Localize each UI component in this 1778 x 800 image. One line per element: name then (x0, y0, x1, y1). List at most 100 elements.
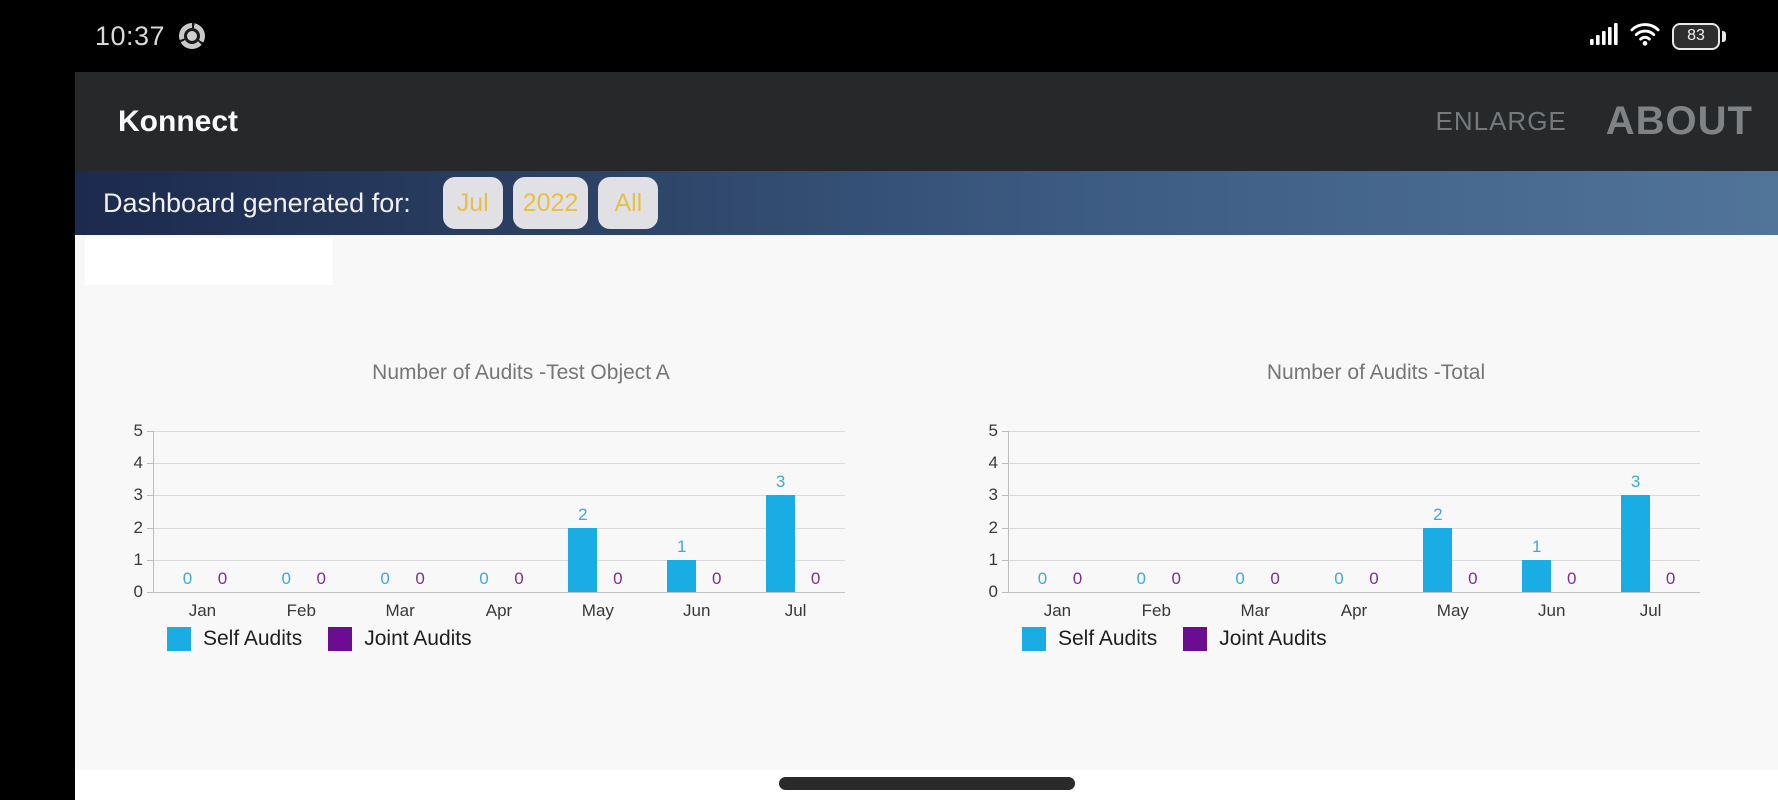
gridline (153, 463, 845, 465)
bar-value-label: 2 (1433, 504, 1443, 524)
x-axis-category-label: Apr (1340, 601, 1368, 620)
axis-tick (147, 559, 153, 561)
cellular-signal-icon (1590, 22, 1618, 50)
month-filter-button[interactable]: Jul (442, 177, 503, 229)
gridline (153, 527, 845, 529)
bar-self-audits (766, 495, 796, 592)
legend-item: Joint Audits (1183, 627, 1327, 651)
y-axis-tick-label: 5 (988, 421, 998, 440)
legend-swatch-icon (328, 627, 353, 651)
legend-label: Joint Audits (1219, 627, 1327, 650)
bar-value-label: 2 (578, 504, 588, 524)
x-axis-category-label: Mar (1240, 601, 1270, 620)
gridline (153, 559, 845, 561)
bar-self-audits (1423, 527, 1453, 592)
bar-value-label: 1 (676, 536, 687, 556)
axis-tick (147, 592, 153, 593)
axis-tick (147, 463, 153, 465)
empty-panel (85, 238, 333, 285)
filter-buttons: Jul 2022 All (442, 177, 659, 229)
bar-value-label: 0 (1468, 569, 1478, 588)
filter-bar-label: Dashboard generated for: (103, 187, 411, 218)
x-axis-category-label: Jun (682, 601, 711, 620)
gridline (1008, 463, 1700, 465)
x-axis-category-label: Feb (1141, 601, 1171, 620)
status-time: 10:37 (95, 20, 166, 51)
x-axis-line (1008, 592, 1700, 593)
gesture-bar-area (75, 770, 1778, 800)
menu-item-about[interactable]: ABOUT (1605, 99, 1753, 143)
x-axis-category-label: May (581, 601, 614, 620)
x-axis-line (153, 592, 845, 593)
x-axis-category-label: Mar (385, 601, 415, 620)
bar-value-label: 0 (182, 569, 193, 588)
x-axis-category-label: Apr (485, 601, 513, 620)
bar-self-audits (1522, 559, 1552, 592)
bar-value-label: 0 (316, 569, 327, 588)
chart-test-object-a: Number of Audits -Test Object A 0 1 2 3 4 5 Jan… (134, 355, 847, 665)
x-axis-category-label: Jan (1043, 601, 1072, 620)
bar-value-label: 0 (1072, 569, 1083, 588)
scope-filter-button[interactable]: All (598, 177, 659, 229)
battery-body: 83 (1672, 22, 1720, 50)
gridline (153, 431, 845, 432)
menu-item-enlarge[interactable]: ENLARGE (1435, 106, 1567, 136)
battery-nub (1722, 30, 1726, 42)
app-title: Konnect (118, 104, 238, 138)
gridline (1008, 431, 1700, 432)
axis-tick (1002, 495, 1008, 497)
y-axis-tick-label: 4 (988, 453, 998, 473)
bar-value-label: 0 (1566, 569, 1577, 588)
bar-value-label: 0 (810, 569, 821, 588)
bar-self-audits (1621, 495, 1651, 592)
axis-tick (1002, 463, 1008, 465)
year-filter-button[interactable]: 2022 (512, 177, 589, 229)
legend-swatch-icon (1022, 627, 1046, 651)
x-axis-category-label: May (1436, 601, 1469, 620)
gridline (1008, 495, 1700, 497)
bar-value-label: 3 (1630, 472, 1641, 492)
y-axis-tick-label: 3 (988, 485, 998, 505)
axis-tick (147, 527, 153, 529)
legend-swatch-icon (1183, 627, 1208, 651)
chrome-icon (179, 23, 206, 49)
legend-label: Joint Audits (364, 627, 472, 650)
bar-value-label: 0 (1270, 569, 1280, 588)
chart-legend: Self Audits Joint Audits (167, 627, 472, 651)
y-axis-tick-label: 5 (133, 421, 143, 440)
battery-icon: 83 (1672, 22, 1726, 50)
y-axis-tick-label: 2 (133, 517, 143, 537)
filter-bar: Dashboard generated for: Jul 2022 All (75, 171, 1778, 235)
bar-value-label: 0 (1334, 569, 1344, 588)
axis-tick (1002, 527, 1008, 529)
legend-label: Self Audits (203, 627, 303, 650)
y-axis-tick-label: 0 (988, 582, 998, 601)
axis-tick (1002, 559, 1008, 561)
app-window: Konnect ENLARGE ABOUT Dashboard generated… (75, 72, 1778, 800)
legend-item: Joint Audits (328, 627, 472, 651)
y-axis-tick-label: 1 (988, 549, 998, 569)
bar-value-label: 0 (514, 569, 524, 588)
navigation-handle[interactable] (778, 777, 1075, 790)
status-bar-right: 83 (1590, 22, 1778, 51)
bar-value-label: 0 (613, 569, 623, 588)
bar-value-label: 1 (1531, 536, 1542, 556)
y-axis-line (1008, 431, 1009, 593)
bar-value-label: 0 (479, 569, 489, 588)
axis-tick (1002, 592, 1008, 593)
x-axis-category-label: Jan (188, 601, 217, 620)
bar-value-label: 0 (1235, 569, 1245, 588)
bar-value-label: 0 (1171, 569, 1182, 588)
chart-legend: Self Audits Joint Audits (1022, 627, 1327, 651)
y-axis-tick-label: 4 (133, 453, 143, 473)
y-axis-tick-label: 3 (133, 485, 143, 505)
legend-swatch-icon (167, 627, 191, 651)
gridline (153, 495, 845, 497)
bar-value-label: 0 (281, 569, 292, 588)
battery-level: 83 (1687, 27, 1705, 44)
chart-total: Number of Audits -Total 0 1 2 3 4 5 Jan 0 0 Feb 0 0 M… (989, 355, 1702, 665)
y-axis-tick-label: 0 (133, 582, 143, 601)
app-header: Konnect ENLARGE ABOUT (75, 72, 1778, 171)
bar-value-label: 3 (775, 472, 786, 492)
